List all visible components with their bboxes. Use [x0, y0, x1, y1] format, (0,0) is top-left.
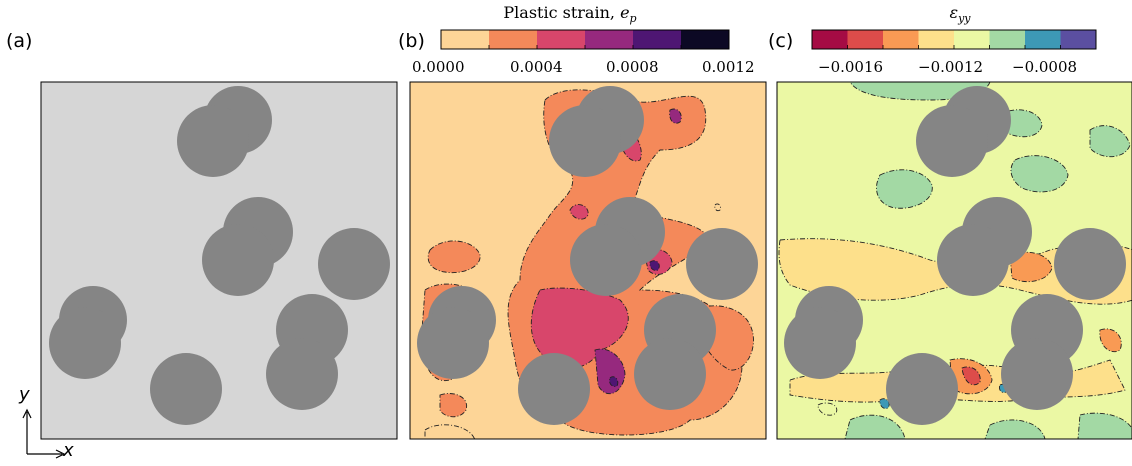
colorbar-segment [585, 30, 634, 49]
panel-b-frame [409, 81, 767, 440]
axis-arrows [22, 408, 66, 459]
panel-a [40, 81, 398, 440]
particle [318, 228, 390, 300]
colorbar-segment [883, 30, 919, 49]
panel-c [776, 81, 1132, 440]
colorbar-segment [441, 30, 490, 49]
particle [784, 307, 856, 379]
colorbar-b-symbol: e [620, 3, 630, 22]
colorbar-segment [1025, 30, 1061, 49]
panel-b-particles [417, 86, 758, 425]
cb-c-tick-0: −0.0016 [818, 58, 884, 76]
cb-b-tick-0: 0.0000 [412, 58, 465, 76]
cb-c-tick-1: −0.0012 [918, 58, 984, 76]
colorbar-c-symbol: ε [949, 3, 959, 22]
panel-c-frame [776, 81, 1132, 440]
colorbar-segment [537, 30, 586, 49]
panel-c-letter: (c) [768, 30, 794, 52]
x-axis-label: x [63, 440, 74, 461]
colorbar-segment [954, 30, 990, 49]
colorbar-b-subscript: p [629, 12, 637, 26]
colorbar-c [812, 30, 1097, 49]
particle [417, 307, 489, 379]
particle [177, 105, 249, 177]
particle [686, 228, 758, 300]
particle [49, 307, 121, 379]
cb-b-tick-3: 0.0012 [702, 58, 755, 76]
cb-b-tick-2: 0.0008 [606, 58, 659, 76]
particle [518, 353, 590, 425]
particle [266, 338, 338, 410]
colorbar-segment [1060, 30, 1097, 49]
colorbar-b-frame [440, 29, 730, 50]
colorbar-b-title: Plastic strain, ep [440, 3, 700, 25]
particle [634, 338, 706, 410]
colorbar-c-subscript: yy [958, 12, 971, 26]
particle [1001, 338, 1073, 410]
colorbar-segment [847, 30, 884, 49]
colorbar-c-frame [811, 29, 1097, 50]
panel-b-letter: (b) [398, 30, 425, 52]
colorbar-segment [633, 30, 682, 49]
particle [1054, 228, 1126, 300]
panel-c-particles [784, 86, 1126, 425]
particle [150, 353, 222, 425]
colorbar-segment [812, 30, 848, 49]
y-axis-label: y [19, 384, 30, 405]
cb-c-tick-2: −0.0008 [1012, 58, 1078, 76]
particle [570, 224, 642, 296]
colorbar-segment [681, 30, 730, 49]
colorbar-b-title-text: Plastic strain, [503, 3, 621, 22]
particle [916, 105, 988, 177]
colorbar-c-title: εyy [920, 3, 1000, 25]
colorbar-segment [489, 30, 538, 49]
panel-b [409, 81, 767, 440]
cb-b-tick-1: 0.0004 [510, 58, 563, 76]
particle [202, 224, 274, 296]
colorbar-b [441, 30, 730, 49]
particle [549, 105, 621, 177]
colorbar-segment [918, 30, 955, 49]
panel-a-particles [49, 86, 390, 425]
particle [886, 353, 958, 425]
colorbar-segment [989, 30, 1026, 49]
particle [937, 224, 1009, 296]
panel-a-letter: (a) [6, 30, 33, 52]
